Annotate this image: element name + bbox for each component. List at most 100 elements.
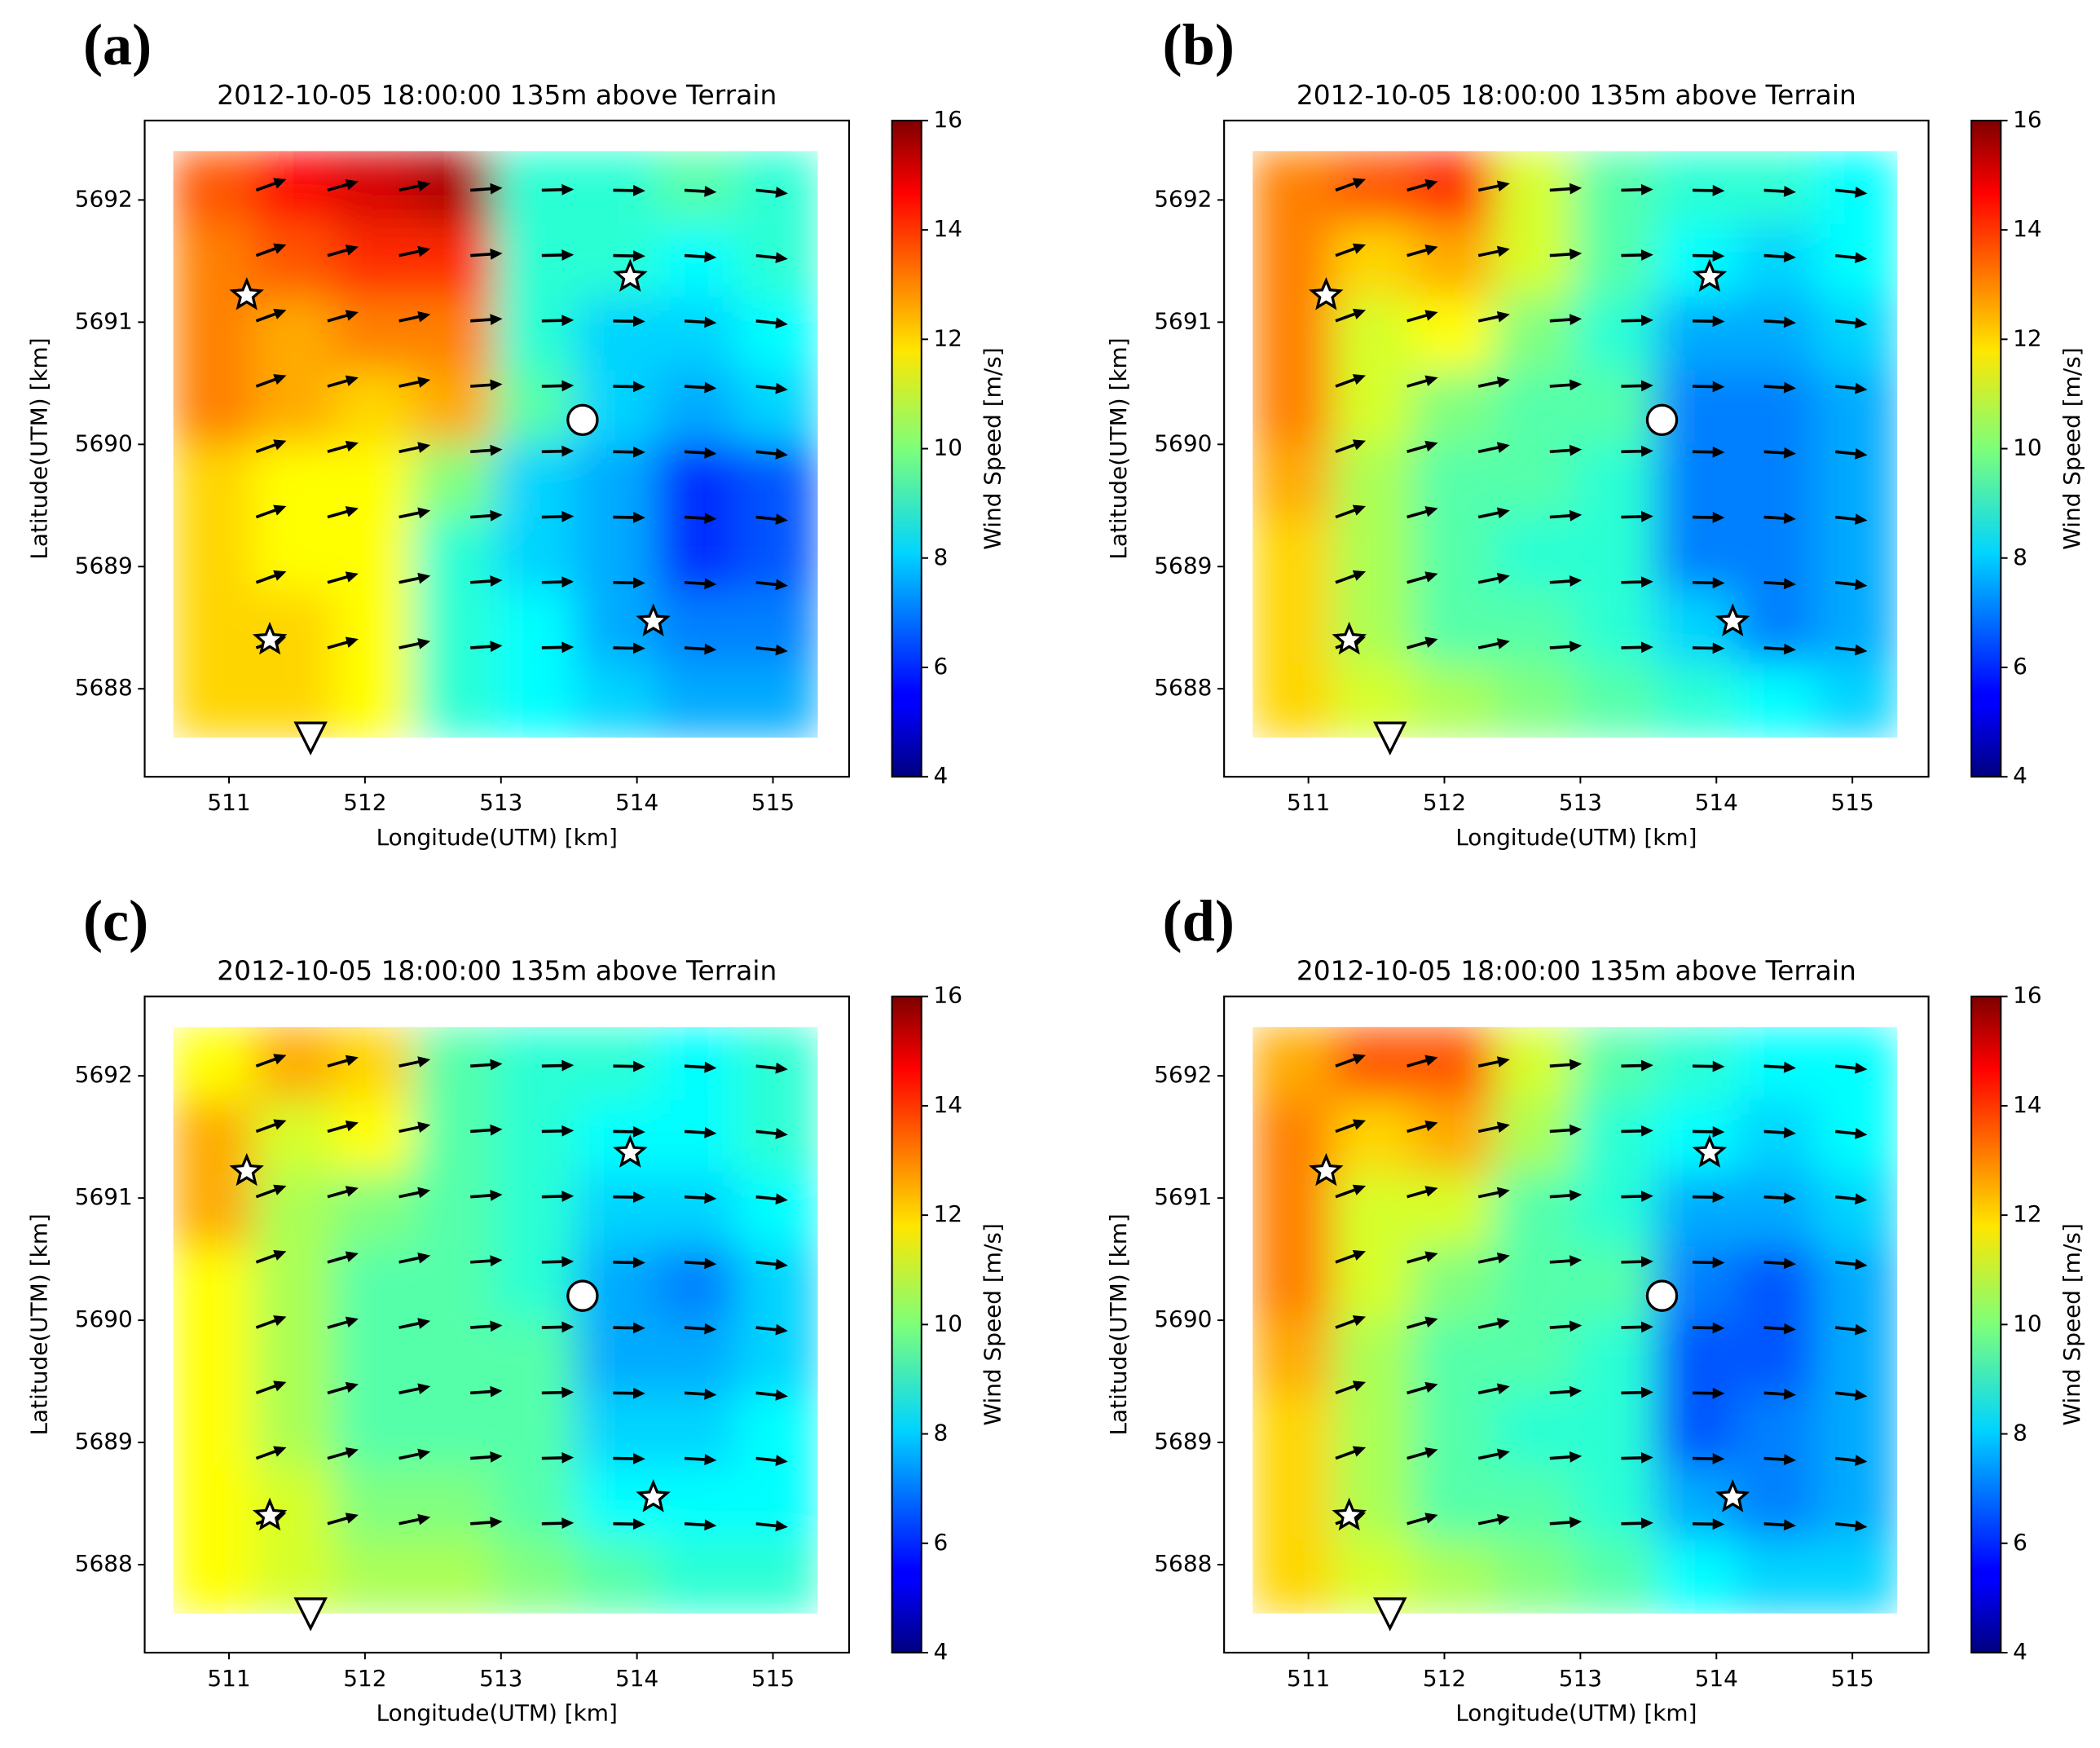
x-tick-label: 514 <box>1695 789 1738 816</box>
heat-cell <box>495 1099 577 1174</box>
wind-arrow-head <box>273 570 287 581</box>
y-tick-label: 5691 <box>75 1183 133 1210</box>
y-axis-label: Latitude(UTM) [km] <box>1105 1213 1132 1435</box>
wind-arrow-head <box>632 1518 645 1530</box>
colorbar-tick-label: 4 <box>934 762 949 789</box>
wind-arrow-shaft <box>1335 245 1359 258</box>
wind-arrow-shaft <box>1549 1389 1574 1395</box>
wind-arrow-head <box>704 643 717 655</box>
heat-cell <box>1413 1246 1495 1321</box>
wind-arrow-head <box>490 575 503 587</box>
colorbar <box>891 995 922 1653</box>
heat-cell <box>1332 1099 1415 1174</box>
colorbar-tick-label: 10 <box>934 434 963 461</box>
heat-cell <box>1654 517 1737 592</box>
wind-arrow-shaft <box>1763 1195 1789 1200</box>
wind-arrow-head <box>775 448 788 460</box>
wind-arrow-head <box>1640 641 1653 654</box>
wind-arrow-head <box>1712 250 1725 262</box>
wind-arrow-shaft <box>398 183 423 192</box>
wind-arrow-shaft <box>1477 641 1503 649</box>
wind-arrow-head <box>632 1191 645 1203</box>
wind-arrow-head <box>704 1454 717 1465</box>
heat-cell <box>173 517 255 592</box>
wind-arrow-head <box>775 252 788 264</box>
wind-arrow-head <box>1496 1513 1510 1526</box>
heat-cell <box>414 443 496 519</box>
wind-arrow-head <box>1855 1193 1868 1205</box>
heat-cell <box>1574 663 1657 738</box>
wind-arrow-head <box>1569 1517 1583 1528</box>
heat-cell <box>1654 151 1737 226</box>
field-clip <box>1253 1027 1898 1614</box>
wind-arrow-head <box>1352 1446 1367 1457</box>
heat-cell <box>495 1173 577 1248</box>
wind-arrow-head <box>561 1517 575 1530</box>
wind-arrow-head <box>1640 1386 1653 1398</box>
heat-cell <box>1253 1173 1334 1248</box>
heat-cell <box>1654 1099 1737 1174</box>
wind-arrow-head <box>1352 570 1367 581</box>
heat-cell <box>1332 1466 1415 1541</box>
wind-arrow-head <box>1569 1385 1583 1398</box>
heat-cell <box>656 1099 738 1174</box>
field <box>1253 151 1898 738</box>
wind-arrow-head <box>490 1385 503 1398</box>
heat-cell <box>1332 1173 1415 1248</box>
wind-arrow-head <box>1712 446 1725 458</box>
heat-cell <box>333 1027 416 1101</box>
wind-arrow-shaft <box>470 1389 495 1395</box>
colorbar-tick-label: 12 <box>934 324 963 351</box>
heat-cell <box>414 223 496 299</box>
wind-arrow-head <box>1783 251 1797 263</box>
wind-arrow-shaft <box>1477 183 1503 192</box>
station-star <box>1332 1497 1367 1531</box>
wind-arrow-head <box>1783 381 1797 394</box>
x-tick-label: 513 <box>1559 789 1602 816</box>
heat-cell <box>414 1027 496 1101</box>
wind-arrow-head <box>1569 575 1583 587</box>
wind-arrow-head <box>345 1186 359 1197</box>
panel-label: (c) <box>83 888 148 953</box>
wind-arrow-head <box>1783 1061 1797 1073</box>
wind-arrow-head <box>704 186 717 197</box>
wind-arrow-shaft <box>255 1448 280 1460</box>
heat-cell <box>333 1173 416 1248</box>
wind-arrow-head <box>345 1381 359 1394</box>
colorbar-tick-label: 8 <box>934 1420 949 1446</box>
x-tick-label: 513 <box>1559 1665 1602 1692</box>
wind-arrow-head <box>1712 1322 1725 1334</box>
heat-cell <box>495 297 577 372</box>
wind-arrow-head <box>1424 1316 1438 1328</box>
heat-cell <box>1493 1099 1576 1174</box>
wind-arrow-head <box>1640 380 1653 392</box>
wind-arrow-head <box>345 1512 359 1524</box>
field-clip <box>1253 151 1898 738</box>
wind-arrow-head <box>775 644 788 656</box>
wind-arrow-shaft <box>1335 1318 1359 1329</box>
heat-cell <box>1574 223 1657 299</box>
wind-arrow-shaft <box>1407 312 1431 323</box>
wind-arrow-head <box>1496 1121 1510 1134</box>
heat-cell <box>1735 1319 1818 1394</box>
heat-cell <box>1493 151 1576 226</box>
wind-arrow-shaft <box>1621 253 1646 258</box>
heat-cell <box>656 663 738 738</box>
colorbar-tick-label: 10 <box>2013 1310 2042 1336</box>
heat-cell <box>333 1466 416 1541</box>
y-tick-label: 5689 <box>75 1428 133 1455</box>
x-axis-label: Longitude(UTM) [km] <box>1455 824 1697 851</box>
heat-cell <box>1493 1246 1576 1321</box>
wind-arrow-head <box>1783 447 1797 459</box>
heat-cell <box>1253 1246 1334 1321</box>
wind-arrow-shaft <box>398 1386 423 1395</box>
heat-cell <box>414 1466 496 1541</box>
wind-arrow-head <box>1783 513 1797 524</box>
heat-cell <box>1574 297 1657 372</box>
station-star <box>1309 277 1344 310</box>
wind-arrow-head <box>1855 317 1868 329</box>
wind-arrow-head <box>1712 381 1725 393</box>
wind-arrow-head <box>561 1256 575 1268</box>
heat-cell <box>173 1099 255 1174</box>
colorbar-tick-label: 16 <box>2013 982 2042 1009</box>
